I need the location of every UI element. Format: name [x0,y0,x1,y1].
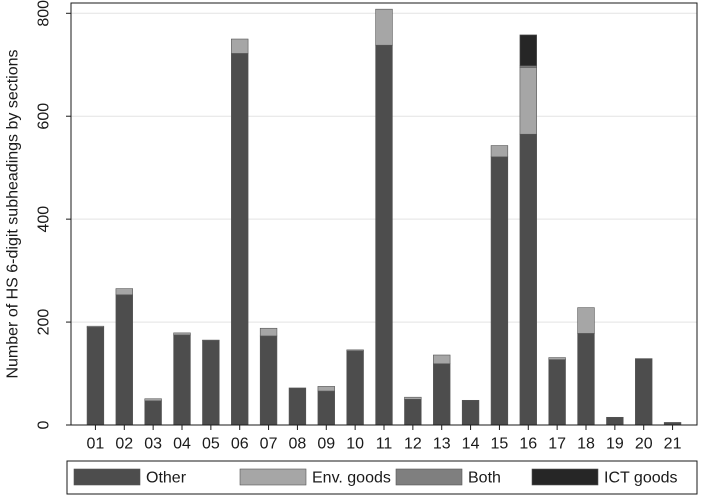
bar-other-15 [490,156,509,426]
bar-other-10 [346,350,364,426]
bar-env-goods-16 [519,67,537,135]
bar-env-goods-03 [144,398,162,402]
bar-env-goods-10 [346,349,364,352]
x-tick-label: 18 [577,436,595,453]
bar-other-02 [115,294,133,426]
x-tick-label: 19 [606,436,624,453]
bar-other-11 [375,44,393,426]
x-tick-label: 02 [115,436,133,453]
bar-ict-goods-16 [519,34,537,67]
bar-env-goods-01 [86,325,105,328]
bars [86,8,682,426]
legend-label: ICT goods [604,470,678,487]
bar-other-01 [86,326,105,426]
x-tick-label: 12 [404,436,422,453]
y-tick-label: 800 [36,0,53,27]
bar-other-03 [144,400,162,426]
bar-other-14 [461,399,480,426]
bar-other-19 [606,416,624,426]
y-tick-label: 400 [36,206,53,233]
x-tick-label: 07 [260,436,278,453]
bar-env-goods-15 [490,145,509,158]
x-tick-label: 01 [87,436,105,453]
x-tick-label: 13 [433,436,451,453]
bar-other-09 [317,390,335,426]
y-axis-title: Number of HS 6-digit subheadings by sect… [5,49,22,378]
bar-other-06 [231,53,249,426]
bar-env-goods-18 [577,307,595,334]
bar-other-07 [259,335,278,426]
bar-env-goods-11 [375,8,393,46]
x-tick-label: 10 [346,436,364,453]
x-tick-label: 17 [548,436,566,453]
bar-env-goods-06 [231,38,249,54]
bar-env-goods-04 [173,332,191,336]
x-tick-label: 04 [173,436,191,453]
bar-env-goods-07 [259,327,278,337]
bar-env-goods-09 [317,386,335,392]
bar-other-08 [288,387,307,426]
bar-env-goods-13 [433,354,451,365]
x-tick-label: 03 [144,436,162,453]
x-tick-label: 16 [519,436,537,453]
legend-swatch [239,468,307,486]
y-tick-label: 600 [36,103,53,130]
bar-other-20 [635,358,653,426]
bar-other-05 [202,340,220,426]
legend-label: Other [146,470,187,487]
x-tick-label: 05 [202,436,220,453]
x-tick-label: 11 [376,436,393,453]
axes: 0 200 400 600 800 01 02 03 04 05 06 07 08 09 10 11 12 13 1… [36,0,698,453]
bar-other-13 [433,363,451,426]
legend-swatch [395,468,463,486]
bar-other-04 [173,334,191,426]
bar-other-16 [519,133,537,426]
legend-swatch [73,468,141,486]
legend-label: Both [468,470,501,487]
legend-swatch [531,468,599,486]
x-tick-label: 06 [231,436,249,453]
x-tick-label: 14 [462,436,480,453]
x-tick-label: 15 [491,436,509,453]
x-tick-label: 21 [664,436,682,453]
bar-other-17 [548,359,566,426]
x-tick-label: 09 [317,436,335,453]
bar-env-goods-12 [404,396,422,400]
bar-other-18 [577,333,595,426]
legend: Other Env. goods Both ICT goods [66,460,698,495]
legend-label: Env. goods [312,470,391,487]
bar-env-goods-17 [548,357,566,360]
x-tick-label: 20 [635,436,653,453]
bar-env-goods-05 [202,339,220,341]
x-tick-label: 08 [289,436,307,453]
y-tick-label: 200 [36,309,53,336]
bar-env-goods-02 [115,288,133,296]
bar-other-12 [404,398,422,426]
y-tick-label: 0 [36,420,53,429]
